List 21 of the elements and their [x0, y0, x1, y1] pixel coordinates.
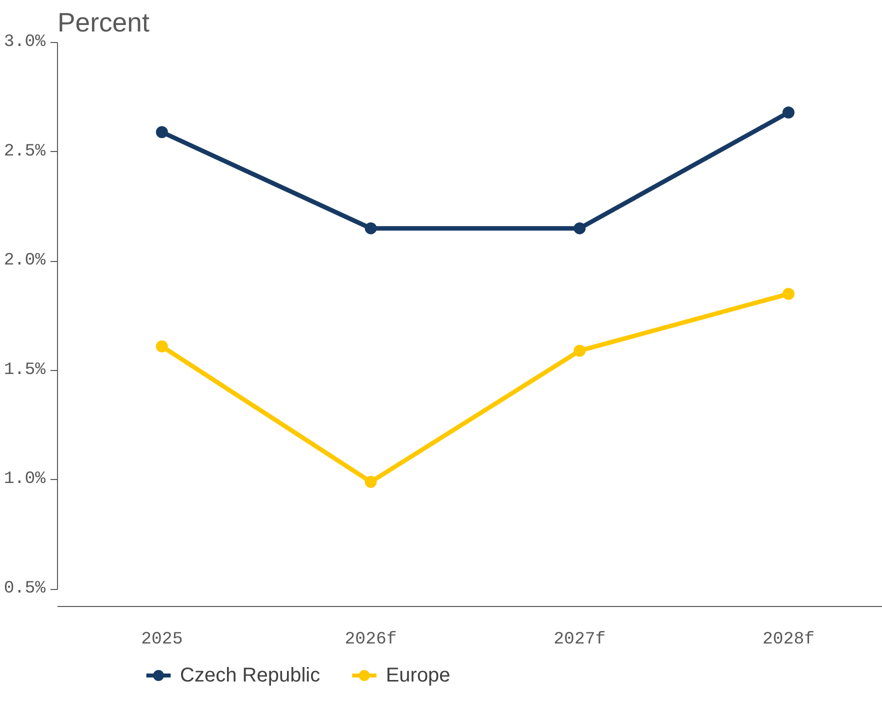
legend-label: Czech Republic	[180, 664, 320, 686]
point	[782, 106, 795, 118]
y-tick-label: 3.0%	[4, 33, 46, 52]
x-tick-label: 2025	[141, 630, 183, 650]
point	[782, 288, 795, 300]
chart-subtitle: Percent	[58, 8, 150, 38]
x-tick-label: 2027f	[554, 630, 606, 650]
y-tick-label: 2.5%	[4, 142, 46, 162]
point	[364, 476, 377, 488]
x-tick-label: 2028f	[762, 630, 815, 650]
x-tick-label: 2026f	[344, 630, 397, 650]
legend-label: Europe	[386, 664, 450, 686]
point	[156, 340, 168, 352]
y-tick-label: 1.0%	[4, 470, 46, 490]
y-tick-label: 1.5%	[4, 360, 46, 380]
y-tick-label: 2.0%	[4, 252, 46, 271]
point	[574, 222, 586, 234]
point	[156, 126, 168, 138]
y-tick-label: 0.5%	[4, 580, 46, 599]
point	[574, 344, 586, 357]
point	[364, 222, 377, 234]
